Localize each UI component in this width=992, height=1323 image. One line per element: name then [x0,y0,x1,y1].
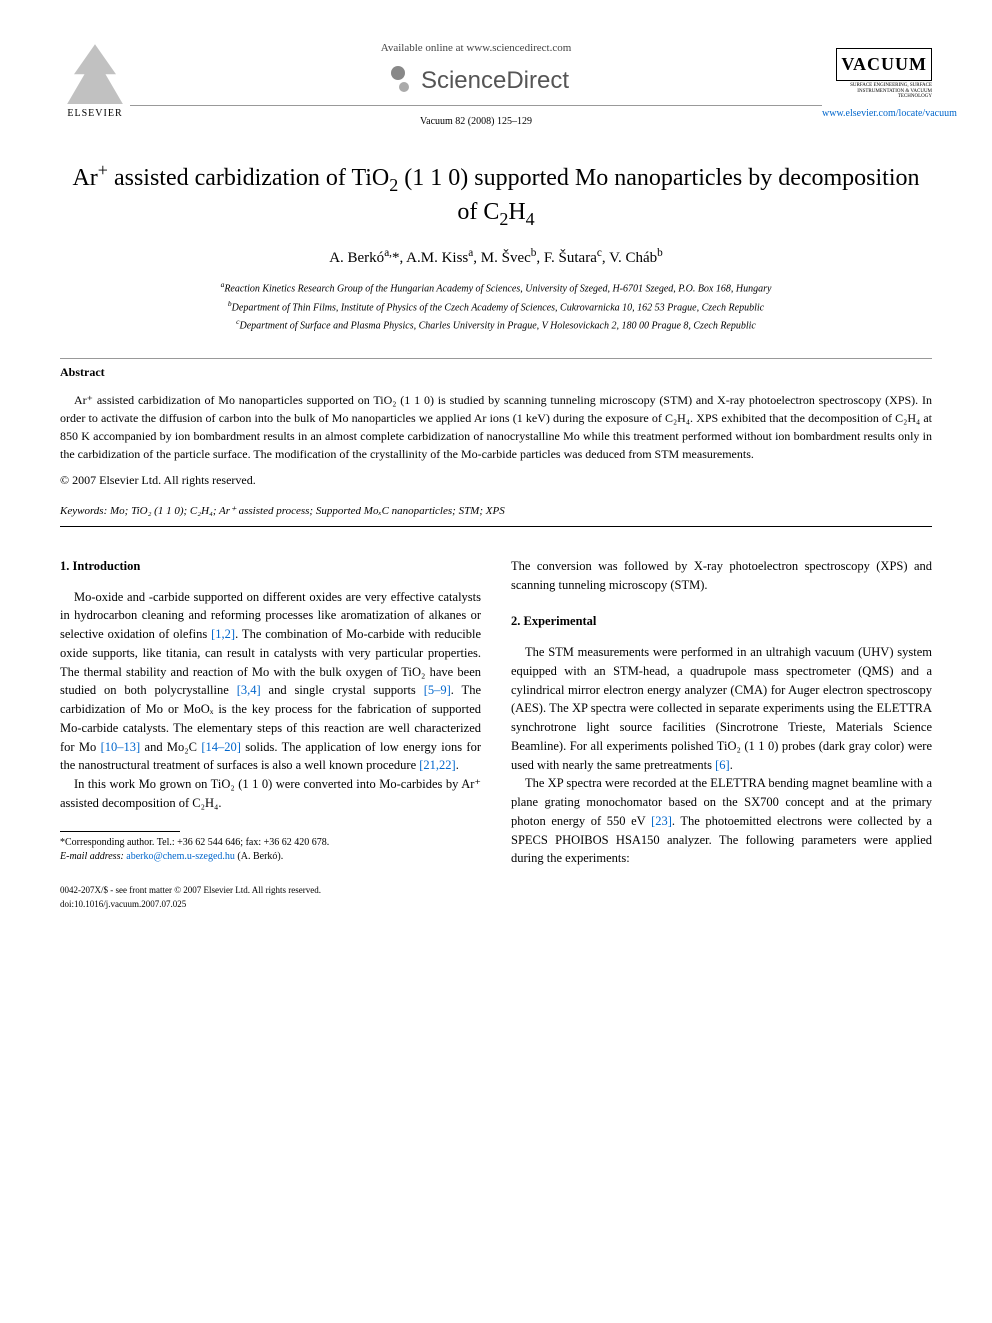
right-column: The conversion was followed by X-ray pho… [511,557,932,868]
intro-paragraph-1: Mo-oxide and -carbide supported on diffe… [60,588,481,776]
elsevier-label: ELSEVIER [60,106,130,121]
email-footnote: E-mail address: aberko@chem.u-szeged.hu … [60,850,481,864]
ref-link[interactable]: [6] [715,758,730,772]
footer-copyright: 0042-207X/$ - see front matter © 2007 El… [60,884,321,898]
sciencedirect-icon [383,66,413,96]
authors: A. Berkóa,*, A.M. Kissa, M. Švecb, F. Šu… [60,245,932,270]
journal-link[interactable]: www.elsevier.com/locate/vacuum [822,106,932,121]
footer-left: 0042-207X/$ - see front matter © 2007 El… [60,884,321,911]
elsevier-logo: ELSEVIER [60,44,130,124]
ref-link[interactable]: [23] [651,814,672,828]
email-tail: (A. Berkó). [237,851,283,862]
ref-link[interactable]: [10–13] [101,740,141,754]
divider [130,105,822,106]
section-divider [60,526,932,527]
ref-link[interactable]: [14–20] [201,740,241,754]
vacuum-journal-logo: VACUUM SURFACE ENGINEERING, SURFACE INST… [822,48,932,121]
keywords: Keywords: Mo; TiO₂ (1 1 0); C₂H₄; Ar⁺ as… [60,503,932,520]
ref-link[interactable]: [5–9] [424,683,451,697]
vacuum-title: VACUUM [836,48,932,81]
keywords-text: Mo; TiO₂ (1 1 0); C₂H₄; Ar⁺ assisted pro… [107,505,504,517]
corresponding-author: *Corresponding author. Tel.: +36 62 544 … [60,836,481,850]
article-title: Ar+ assisted carbidization of TiO2 (1 1 … [60,159,932,231]
intro-heading: 1. Introduction [60,557,481,576]
abstract-heading: Abstract [60,363,932,381]
title-part: Ar [72,165,97,191]
email-label: E-mail address: [60,851,124,862]
intro-paragraph-2: In this work Mo grown on TiO₂ (1 1 0) we… [60,775,481,813]
title-part: H [508,199,525,225]
footer-doi: doi:10.1016/j.vacuum.2007.07.025 [60,898,321,912]
affiliation-a: aReaction Kinetics Research Group of the… [60,279,932,297]
experimental-heading: 2. Experimental [511,612,932,631]
body-columns: 1. Introduction Mo-oxide and -carbide su… [60,557,932,868]
abstract-body: Ar⁺ assisted carbidization of Mo nanopar… [60,391,932,463]
sciencedirect-logo: ScienceDirect [130,63,822,99]
col2-continuation: The conversion was followed by X-ray pho… [511,557,932,595]
divider [60,358,932,359]
vacuum-subtitle: SURFACE ENGINEERING, SURFACE INSTRUMENTA… [822,83,932,100]
affiliation-c: cDepartment of Surface and Plasma Physic… [60,316,932,334]
affiliations: aReaction Kinetics Research Group of the… [60,279,932,334]
ref-link[interactable]: [1,2] [211,627,235,641]
left-column: 1. Introduction Mo-oxide and -carbide su… [60,557,481,868]
affiliation-b: bDepartment of Thin Films, Institute of … [60,298,932,316]
footnote-separator [60,831,180,832]
exp-paragraph-2: The XP spectra were recorded at the ELET… [511,774,932,868]
exp-paragraph-1: The STM measurements were performed in a… [511,643,932,774]
ref-link[interactable]: [3,4] [237,683,261,697]
ref-link[interactable]: [21,22] [419,758,455,772]
center-header: Available online at www.sciencedirect.co… [130,40,822,129]
sciencedirect-text: ScienceDirect [421,63,569,99]
header: ELSEVIER Available online at www.science… [60,40,932,129]
footer: 0042-207X/$ - see front matter © 2007 El… [60,884,932,911]
elsevier-tree-icon [60,44,130,104]
title-part: (1 1 0) supported Mo nanoparticles by de… [398,165,919,225]
email-link[interactable]: aberko@chem.u-szeged.hu [124,851,238,862]
available-online-text: Available online at www.sciencedirect.co… [130,40,822,57]
abstract-copyright: © 2007 Elsevier Ltd. All rights reserved… [60,471,932,489]
keywords-label: Keywords: [60,505,107,517]
title-part: assisted carbidization of TiO [108,165,389,191]
journal-reference: Vacuum 82 (2008) 125–129 [130,114,822,129]
